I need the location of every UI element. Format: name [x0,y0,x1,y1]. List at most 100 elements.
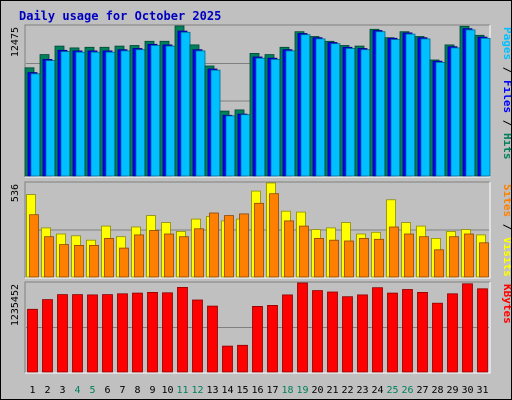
panel-kbytes-bar-kbytes-29 [447,293,458,373]
panel-hits_files_pages-bar-pages-14 [225,115,236,177]
panel-visits_sites-bar-sites-3 [59,244,69,278]
panel-kbytes-bar-kbytes-7 [117,293,128,373]
day-label-22: 22 [341,385,353,396]
panel-visits_sites-bar-sites-31 [479,242,489,278]
panel-hits_files_pages-bar-pages-16 [255,57,266,177]
panel-hits_files_pages-bar-pages-28 [435,62,446,177]
panel-hits_files_pages-bar-pages-19 [300,34,311,177]
panel-visits_sites-bar-sites-18 [284,220,294,278]
day-label-23: 23 [356,385,368,396]
panel-hits_files_pages-bar-pages-17 [270,59,281,177]
chart-title: Daily usage for October 2025 [19,9,221,23]
panel-kbytes-bar-kbytes-16 [252,305,263,373]
day-label-14: 14 [221,385,233,396]
panel-hits_files_pages-bar-pages-20 [315,38,326,177]
day-label-26: 26 [401,385,413,396]
panel-kbytes-bar-kbytes-6 [102,294,113,373]
panel-hits_files_pages-bar-pages-8 [135,49,146,177]
panel-visits_sites-bar-sites-7 [119,247,129,278]
panel-visits_sites-bar-sites-8 [134,234,144,278]
panel-kbytes-bar-kbytes-30 [462,283,473,373]
day-label-9: 9 [149,385,155,396]
panel-hits_files_pages-bar-pages-2 [45,60,56,177]
panel-kbytes-frame-shadow-edge [24,281,490,373]
panel-kbytes-bar-kbytes-27 [417,291,428,373]
panel-kbytes-bar-kbytes-22 [342,296,353,373]
panel-hits_files_pages-bar-pages-1 [30,73,41,177]
day-label-6: 6 [104,385,110,396]
panel-hits_files_pages-bar-pages-15 [240,114,251,177]
panel-hits_files_pages-legend-part-0: Pages [501,27,511,60]
panel-kbytes-bar-kbytes-8 [132,292,143,373]
panel-visits_sites-bar-sites-30 [464,233,474,278]
panel-hits_files_pages-max-label: 12475 [10,27,21,57]
panel-visits_sites-bar-sites-23 [359,237,369,278]
panel-hits_files_pages-legend-part-4: Hits [501,133,511,160]
panel-visits_sites-bar-sites-19 [299,225,309,278]
panel-visits_sites-bar-sites-2 [44,236,54,278]
day-label-18: 18 [281,385,293,396]
day-label-2: 2 [44,385,50,396]
panel-visits_sites-bar-sites-15 [239,213,249,278]
panel-hits_files_pages-bar-pages-30 [465,29,476,177]
panel-visits_sites-bar-sites-22 [344,240,354,278]
panel-kbytes-max-label: 1235452 [10,284,21,326]
panel-hits_files_pages-bar-pages-24 [375,31,386,177]
panel-visits_sites-bar-sites-17 [269,193,279,278]
panel-visits_sites-bar-sites-11 [179,236,189,278]
panel-kbytes-bar-kbytes-17 [267,304,278,373]
day-label-1: 1 [29,385,35,396]
day-label-29: 29 [446,385,458,396]
panel-kbytes-bar-kbytes-12 [192,299,203,373]
panel-kbytes-bar-kbytes-9 [147,291,158,373]
panel-visits_sites-bar-sites-21 [329,239,339,278]
panel-visits_sites-bar-sites-5 [89,244,99,278]
panel-kbytes-bar-kbytes-19 [297,282,308,373]
day-label-27: 27 [416,385,428,396]
panel-hits_files_pages-bar-pages-22 [345,48,356,177]
panel-visits_sites-bar-sites-13 [209,212,219,278]
day-label-8: 8 [134,385,140,396]
panel-hits_files_pages-bar-pages-6 [105,51,116,177]
panel-visits_sites-bar-sites-24 [374,238,384,278]
day-label-17: 17 [266,385,278,396]
panel-visits_sites-bar-sites-16 [254,202,264,278]
panel-kbytes-bar-kbytes-25 [387,292,398,373]
day-label-4: 4 [74,385,80,396]
panel-visits_sites-frame-shadow-edge [24,181,490,278]
day-label-10: 10 [161,385,173,396]
panel-kbytes-legend: KBytes [501,284,511,324]
panel-visits_sites-bar-sites-25 [389,226,399,278]
day-label-5: 5 [89,385,95,396]
panel-visits_sites-legend: Sites / Visits [501,184,511,277]
day-label-12: 12 [191,385,203,396]
day-label-25: 25 [386,385,398,396]
panel-kbytes-legend-part-0: KBytes [501,284,511,324]
panel-hits_files_pages-legend: Pages / Files / Hits [501,27,511,160]
panel-hits_files_pages-bar-pages-10 [165,45,176,177]
panel-hits_files_pages-bar-pages-21 [330,43,341,177]
day-label-21: 21 [326,385,338,396]
panel-kbytes-bar-kbytes-31 [477,288,488,373]
panel-hits_files_pages-bar-pages-3 [60,51,71,177]
panel-visits_sites-bar-sites-20 [314,237,324,278]
panel-hits_files_pages-legend-part-3: / [501,113,511,133]
panel-kbytes-bar-kbytes-10 [162,292,173,373]
panel-kbytes-frame-light-edge [25,282,491,374]
panel-hits_files_pages-bar-pages-23 [360,49,371,177]
panel-hits_files_pages-bar-pages-25 [390,39,401,177]
panel-visits_sites-frame-light-edge [25,182,491,279]
panel-hits_files_pages-legend-part-2: Files [501,80,511,113]
panel-visits_sites-legend-part-1: / [501,217,511,237]
panel-visits_sites-bar-sites-27 [419,236,429,278]
panel-kbytes-bar-kbytes-26 [402,289,413,373]
panel-visits_sites-bar-sites-14 [224,215,234,278]
day-label-28: 28 [431,385,443,396]
day-label-19: 19 [296,385,308,396]
panel-kbytes-bar-kbytes-24 [372,287,383,373]
panel-hits_files_pages-bar-pages-5 [90,51,101,177]
panel-hits_files_pages-bar-pages-27 [420,38,431,177]
panel-visits_sites-bar-sites-6 [104,237,114,278]
